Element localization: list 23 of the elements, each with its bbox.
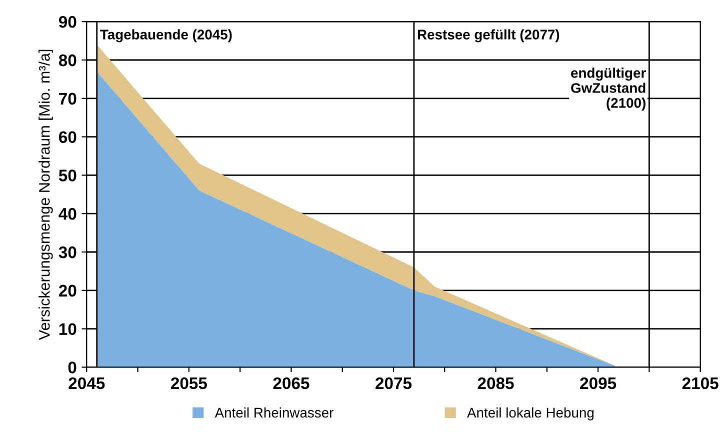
y-tick-label: 70	[59, 92, 76, 105]
x-tick-label: 2075	[376, 377, 412, 390]
x-tick-label: 2105	[682, 377, 718, 390]
y-tick-label: 0	[68, 362, 76, 374]
x-tick-label: 2055	[170, 377, 207, 390]
legend-label: Anteil lokale Hebung	[467, 407, 594, 420]
legend-label: Anteil Rheinwasser	[214, 407, 334, 418]
x-tick-label: 2085	[478, 377, 514, 390]
ref-line-label: Tagebauende (2045)	[100, 29, 232, 42]
y-tick-label: 10	[59, 323, 76, 336]
y-tick-label: 80	[58, 54, 76, 66]
y-axis-title: Versickerungsmenge Nordraum [Mio. m³/a]	[38, 50, 53, 340]
y-tick-label: 20	[58, 284, 76, 297]
x-tick-label: 2065	[273, 377, 310, 390]
y-tick-label: 90	[58, 16, 76, 28]
y-tick-label: 50	[58, 170, 76, 182]
y-tick-label: 60	[58, 131, 76, 144]
y-tick-label: 30	[58, 246, 76, 258]
ref-line-label: Restsee gefüllt (2077)	[418, 29, 560, 42]
x-tick-label: 2095	[580, 377, 616, 390]
x-tick-label: 2045	[68, 377, 105, 390]
ref-line-label: endgültiger GwZustand (2100)	[571, 68, 646, 111]
y-tick-label: 40	[58, 208, 76, 220]
